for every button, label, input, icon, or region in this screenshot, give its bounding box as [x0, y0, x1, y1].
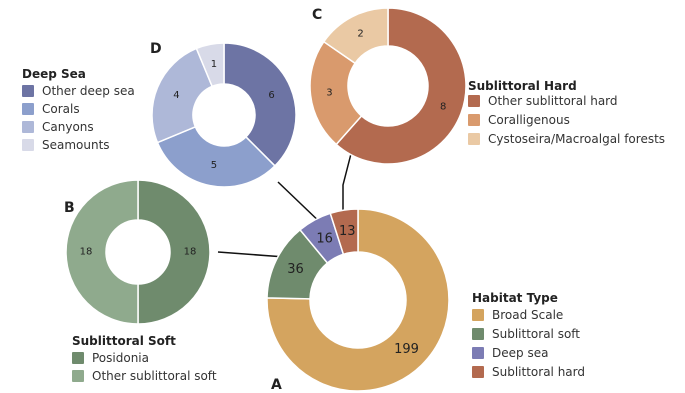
legend-swatch-d-seamounts — [22, 139, 34, 151]
slice-c-cystoseira-macroalgal-forests — [322, 7, 389, 65]
legend-label-d-other-deep-sea: Other deep sea — [42, 84, 135, 98]
donut-a: 199 36 16 13 — [266, 208, 450, 392]
legend-swatch-c-other-sublittoral-hard — [468, 95, 480, 107]
legend-d: Deep Sea Other deep sea Corals Canyons Seamo… — [22, 67, 135, 152]
legend-swatch-a-broad-scale — [472, 309, 484, 321]
slice-a-sublittoral-hard — [329, 208, 359, 256]
slice-value-c-other-sublittoral-hard: 8 — [440, 101, 446, 112]
slice-d-canyons — [151, 47, 214, 144]
legend-swatch-a-deep-sea — [472, 347, 484, 359]
donut-d: 6 5 4 1 — [151, 42, 297, 188]
legend-swatch-c-coralligenous — [468, 114, 480, 126]
legend-title-c: Sublittoral Hard — [468, 79, 577, 93]
legend-label-c-other-sublittoral-hard: Other sublittoral hard — [488, 94, 618, 108]
slice-d-other-deep-sea — [223, 42, 297, 167]
panel-letter-b: B — [64, 200, 75, 216]
panel-letter-d: D — [150, 41, 162, 57]
slice-value-a-broad-scale: 199 — [394, 342, 419, 357]
panel-letters: A B C D — [64, 7, 322, 393]
slice-d-seamounts — [195, 42, 225, 88]
slice-value-c-coralligenous: 3 — [326, 88, 332, 99]
panel-letter-a: A — [271, 377, 282, 393]
legends: Habitat Type Broad Scale Sublittoral soft D… — [22, 67, 665, 383]
legend-label-a-sublittoral-soft: Sublittoral soft — [492, 327, 580, 341]
legend-a: Habitat Type Broad Scale Sublittoral soft D… — [472, 291, 585, 379]
legend-swatch-d-other-deep-sea — [22, 85, 34, 97]
legend-title-a: Habitat Type — [472, 291, 558, 305]
panel-letter-c: C — [312, 7, 322, 23]
legend-swatch-a-sublittoral-hard — [472, 366, 484, 378]
connector-line-3 — [342, 145, 354, 214]
slice-b-other-sublittoral-soft — [65, 179, 139, 325]
slice-a-broad-scale — [266, 208, 450, 392]
slice-d-corals — [156, 125, 276, 188]
legend-swatch-b-other-sublittoral-soft — [72, 370, 84, 382]
legend-label-a-broad-scale: Broad Scale — [492, 308, 563, 322]
legend-label-d-corals: Corals — [42, 102, 80, 116]
slice-value-d-other-deep-sea: 6 — [268, 90, 274, 101]
slice-value-d-seamounts: 1 — [211, 59, 217, 70]
legend-swatch-d-canyons — [22, 121, 34, 133]
legend-swatch-b-posidonia — [72, 352, 84, 364]
legend-label-d-canyons: Canyons — [42, 120, 94, 134]
legend-label-c-coralligenous: Coralligenous — [488, 113, 570, 127]
legend-label-d-seamounts: Seamounts — [42, 138, 110, 152]
slice-b-posidonia — [137, 179, 211, 325]
legend-label-c-cystoseira-macroalgal-forests: Cystoseira/Macroalgal forests — [488, 132, 665, 146]
legend-label-a-sublittoral-hard: Sublittoral hard — [492, 365, 585, 379]
legend-label-b-other-sublittoral-soft: Other sublittoral soft — [92, 369, 217, 383]
legend-title-d: Deep Sea — [22, 67, 86, 81]
legend-label-a-deep-sea: Deep sea — [492, 346, 548, 360]
slice-value-a-sublittoral-hard: 13 — [339, 224, 356, 239]
legend-swatch-a-sublittoral-soft — [472, 328, 484, 340]
slice-value-a-sublittoral-soft: 36 — [287, 262, 304, 277]
legend-swatch-c-cystoseira-macroalgal-forests — [468, 133, 480, 145]
slice-value-c-cystoseira-macroalgal-forests: 2 — [357, 28, 363, 39]
legend-label-b-posidonia: Posidonia — [92, 351, 149, 365]
slice-value-a-deep-sea: 16 — [316, 232, 333, 247]
slice-c-other-sublittoral-hard — [335, 7, 467, 165]
slice-value-d-corals: 5 — [211, 160, 217, 171]
slice-value-d-canyons: 4 — [173, 90, 179, 101]
slice-value-b-posidonia: 18 — [184, 247, 197, 258]
legend-swatch-d-corals — [22, 103, 34, 115]
slice-value-b-other-sublittoral-soft: 18 — [80, 247, 93, 258]
donut-c: 8 3 2 — [309, 7, 467, 165]
legend-b: Sublittoral Soft Posidonia Other sublittor… — [72, 334, 217, 383]
legend-title-b: Sublittoral Soft — [72, 334, 176, 348]
